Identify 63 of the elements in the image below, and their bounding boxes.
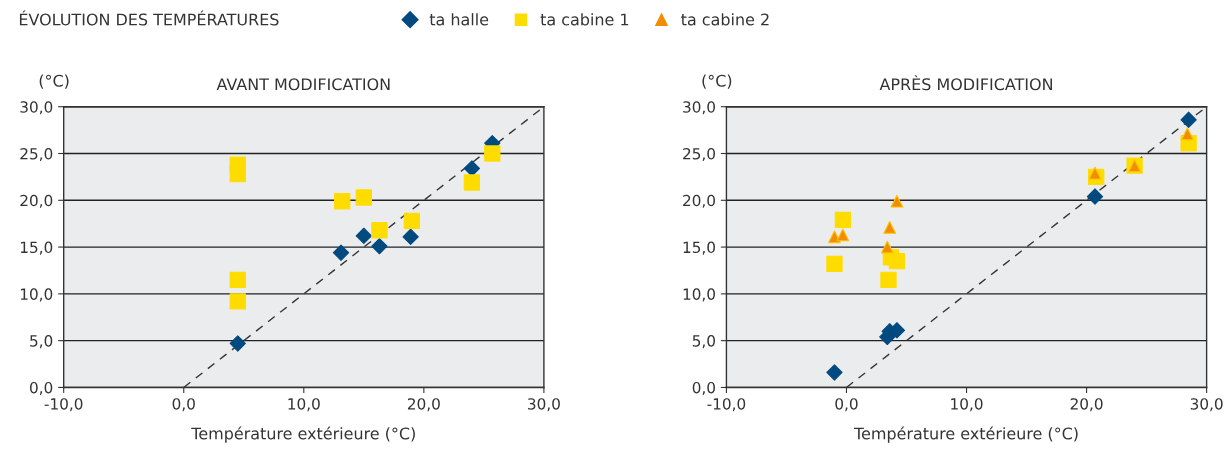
x-axis-title: Température extérieure (°C) (191, 426, 415, 443)
y-tick-label: 25,0 (683, 147, 715, 162)
legend-label: ta cabine 2 (681, 13, 769, 26)
x-tick-label: 30,0 (528, 398, 560, 412)
point (229, 335, 246, 352)
point (463, 174, 481, 191)
point (463, 160, 481, 177)
point (836, 228, 850, 242)
y-tick-label: 15,0 (683, 241, 715, 255)
point (229, 165, 246, 183)
y-axis-title: (°C) (702, 74, 732, 89)
y-tick-label: 20,0 (683, 194, 715, 208)
y-tick-label: 10,0 (683, 288, 715, 302)
legend-label: ta halle (429, 13, 489, 26)
y-tick-label: 5,0 (30, 335, 53, 349)
x-tick-label: 0,0 (172, 398, 195, 412)
y-tick-label: 5,0 (692, 335, 715, 349)
x-tick-label: 10,0 (288, 398, 320, 412)
point (826, 255, 843, 273)
x-tick-label: 20,0 (1070, 398, 1103, 412)
x-tick-label: 0,0 (835, 398, 858, 412)
y-tick-label: 20,0 (20, 194, 53, 208)
chart-title: APRÈS MODIFICATION (879, 75, 1052, 91)
point (355, 227, 372, 245)
point (229, 271, 246, 288)
x-tick-label: 30,0 (1190, 398, 1223, 412)
point (834, 211, 852, 229)
x-tick-label: 20,0 (407, 398, 440, 412)
point (371, 237, 388, 255)
chart-title: AVANT MODIFICATION (216, 78, 390, 91)
point (1086, 188, 1104, 205)
point (403, 212, 421, 230)
x-tick-label: -10,0 (707, 398, 746, 412)
y-tick-label: 25,0 (20, 147, 53, 162)
y-tick-label: 0,0 (692, 381, 715, 396)
y-tick-label: 10,0 (20, 288, 53, 302)
point (1088, 166, 1102, 180)
point (371, 222, 388, 239)
y-tick-label: 15,0 (20, 241, 53, 255)
point (828, 230, 841, 244)
point (1180, 111, 1197, 128)
x-tick-label: 10,0 (951, 398, 983, 412)
point (883, 221, 897, 234)
point (484, 145, 501, 162)
point (880, 240, 894, 254)
y-tick-label: 0,0 (29, 381, 53, 396)
text: ÉVOLUTION DES TEMPÉRATURES (19, 10, 279, 26)
y-axis-title: (°C) (39, 74, 69, 89)
point (402, 228, 419, 245)
point (880, 271, 897, 288)
x-axis-title: Température extérieure (°C) (853, 426, 1078, 443)
point (1181, 127, 1194, 141)
point (332, 244, 350, 261)
point (355, 189, 372, 206)
x-tick-label: -10,0 (44, 398, 83, 412)
legend-label: ta cabine 1 (540, 13, 629, 26)
point (826, 364, 843, 381)
point (890, 194, 904, 208)
point (229, 293, 246, 310)
point (334, 193, 351, 210)
y-tick-label: 30,0 (20, 101, 53, 115)
y-tick-label: 30,0 (683, 101, 715, 115)
point (888, 252, 906, 270)
